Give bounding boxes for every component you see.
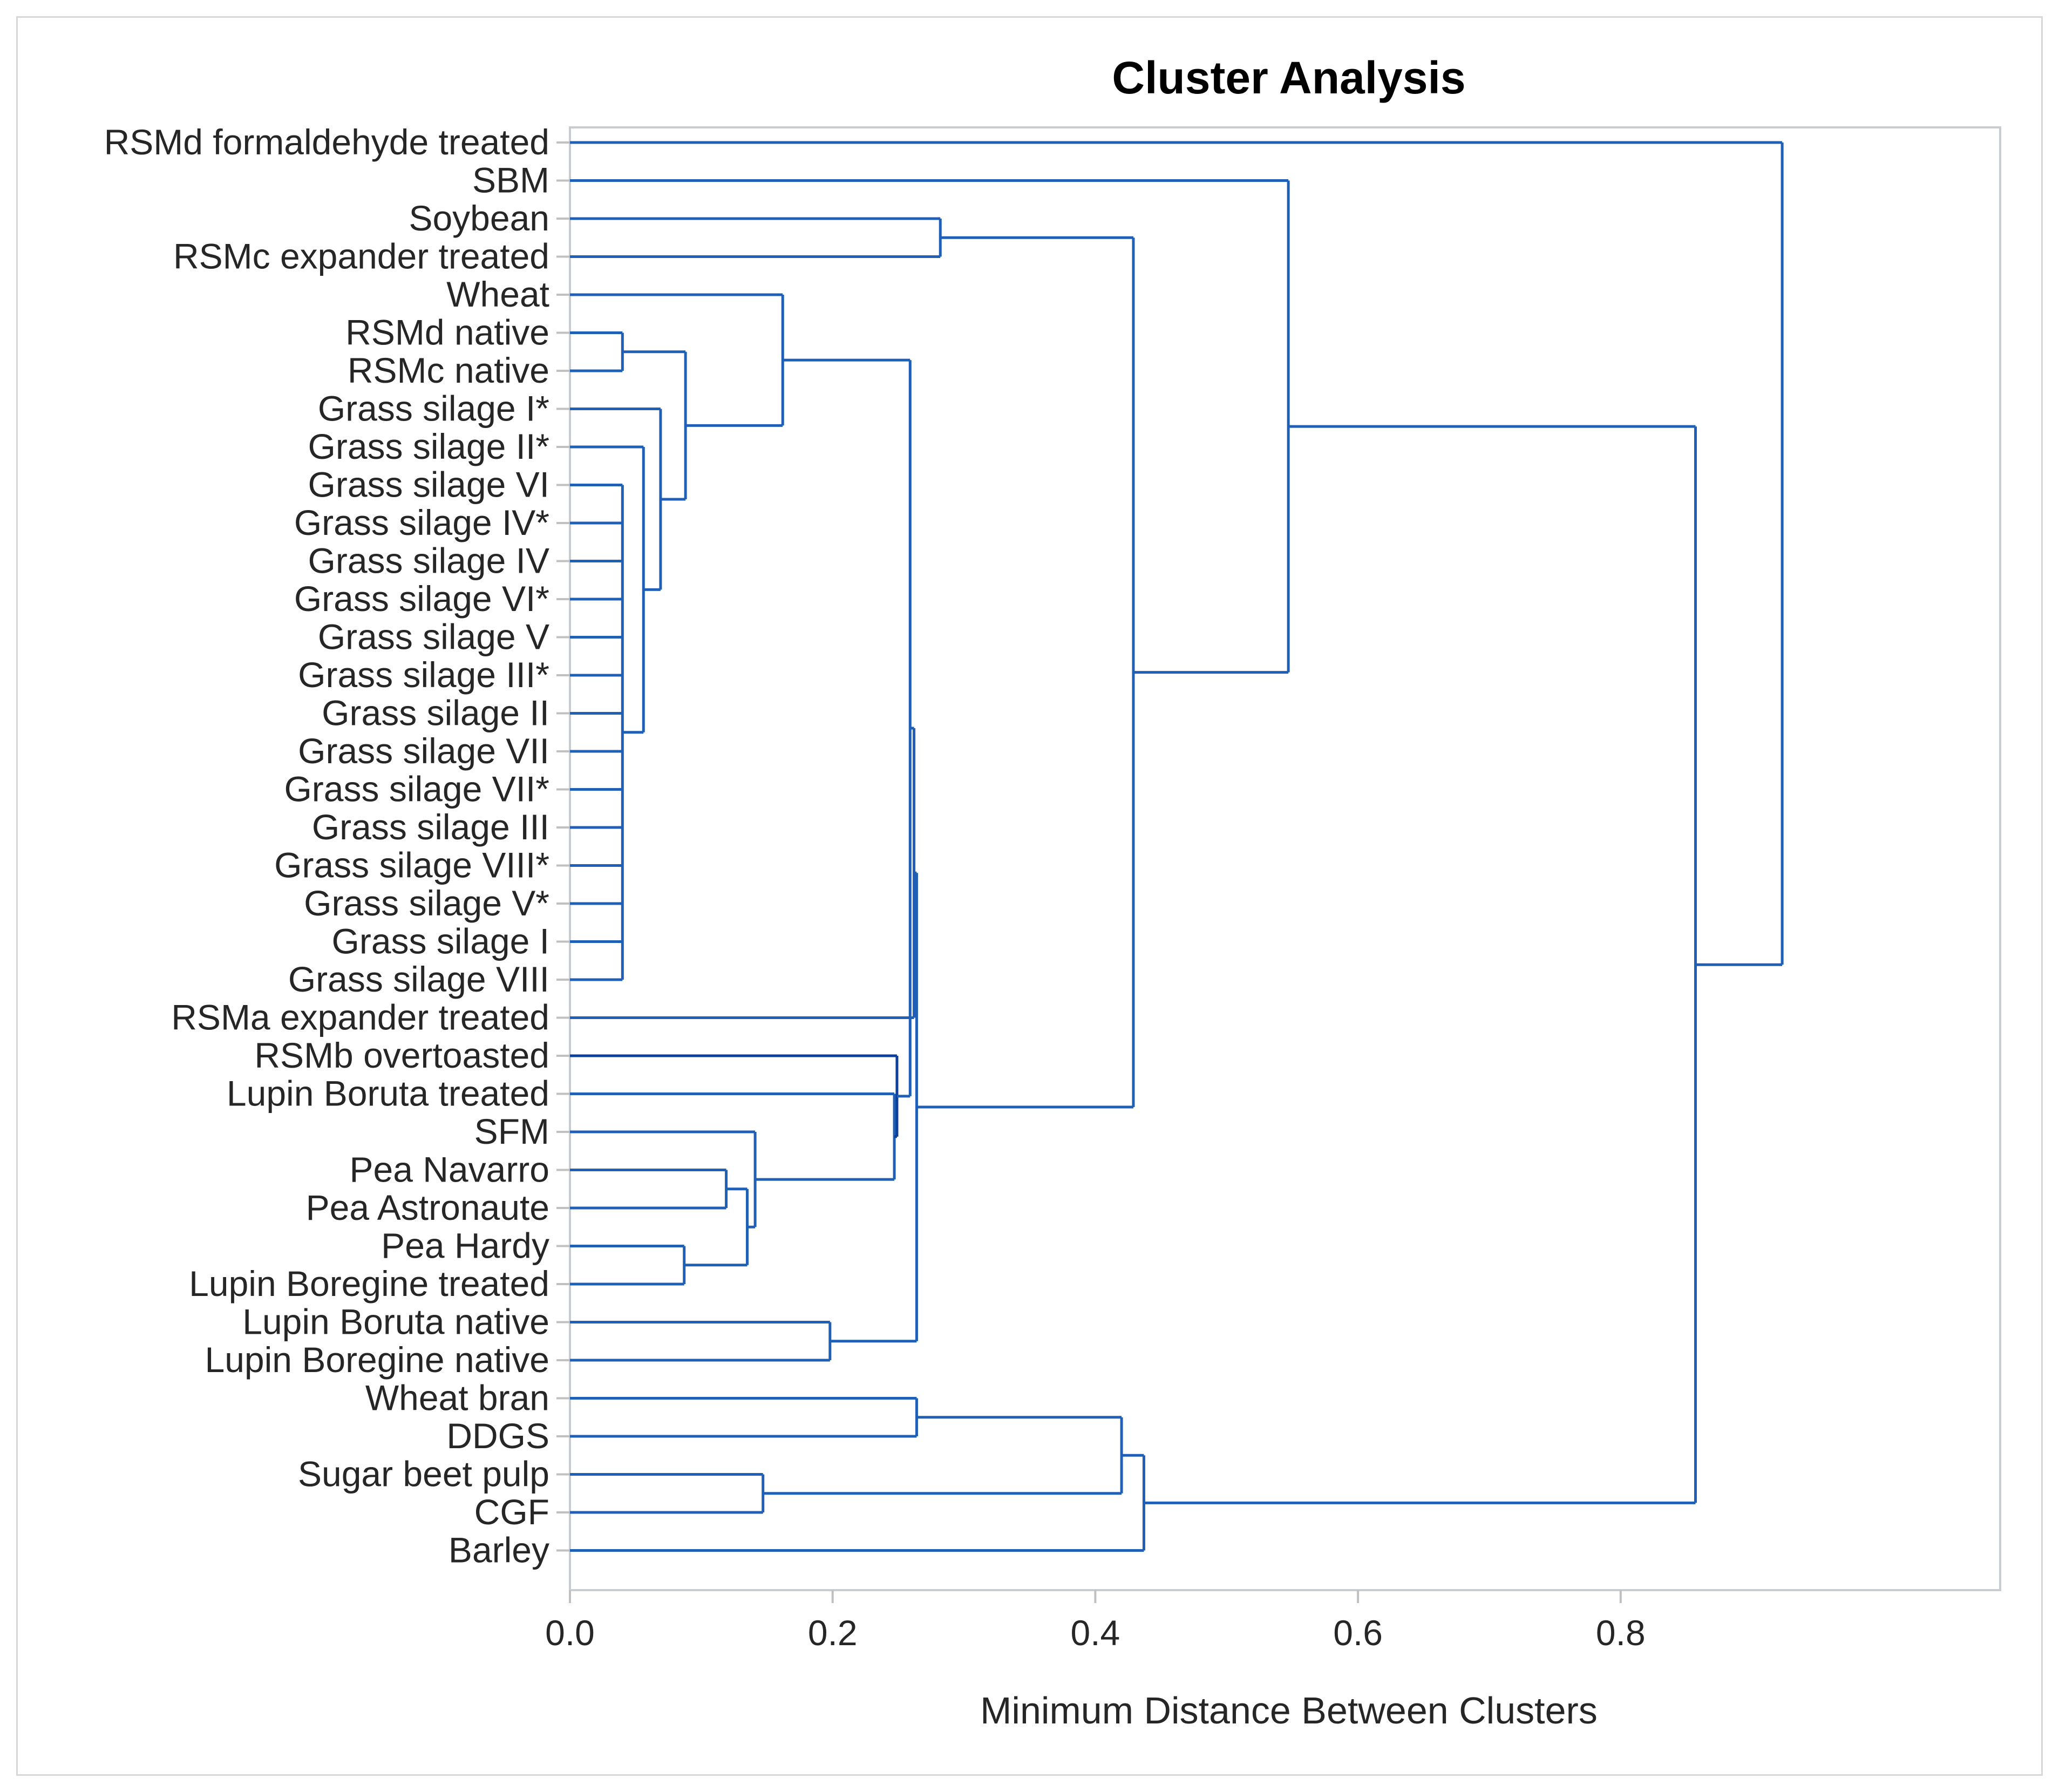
leaf-label: Grass silage II <box>322 693 549 733</box>
leaf-label: Grass silage VII* <box>284 769 549 809</box>
leaf-label: Grass silage III* <box>298 655 549 695</box>
leaf-label: SFM <box>474 1111 549 1151</box>
leaf-label: Grass silage V <box>318 617 549 657</box>
leaf-label: RSMd native <box>345 313 549 352</box>
leaf-label: Grass silage IV* <box>294 503 549 542</box>
leaf-label: Grass silage VIII <box>288 959 549 999</box>
leaf-label: Wheat bran <box>365 1378 549 1418</box>
leaf-label: RSMc expander treated <box>173 236 549 276</box>
x-axis: 0.0 0.2 0.4 0.6 0.8 <box>545 1590 1646 1653</box>
leaf-label: RSMb overtoasted <box>254 1035 549 1075</box>
leaf-label: Lupin Boruta treated <box>227 1074 549 1114</box>
x-tick-label: 0.8 <box>1596 1613 1646 1653</box>
leaf-label: Grass silage VIII* <box>274 845 549 885</box>
chart-title: Cluster Analysis <box>1112 52 1465 103</box>
leaf-label: Soybean <box>409 198 549 238</box>
leaf-label: RSMd formaldehyde treated <box>104 122 549 162</box>
leaf-label: Grass silage IV <box>308 541 550 581</box>
x-axis-title: Minimum Distance Between Clusters <box>980 1689 1598 1732</box>
leaf-labels: RSMd formaldehyde treatedSBMSoybeanRSMc … <box>104 122 570 1570</box>
leaf-label: Grass silage VII <box>298 731 549 771</box>
leaf-label: DDGS <box>446 1416 549 1456</box>
leaf-label: SBM <box>472 160 549 200</box>
dendrogram-chart: Cluster Analysis RSMd formaldehyde treat… <box>104 52 2001 1732</box>
leaf-label: RSMc native <box>348 350 549 390</box>
plot-area <box>569 126 2001 1591</box>
x-tick-label: 0.6 <box>1333 1613 1383 1653</box>
leaf-label: Grass silage VI <box>308 465 550 505</box>
leaf-label: Sugar beet pulp <box>298 1454 549 1494</box>
leaf-label: Lupin Boregine native <box>205 1340 549 1380</box>
leaf-label: Grass silage I <box>332 921 549 961</box>
x-tick-label: 0.0 <box>545 1613 595 1653</box>
leaf-label: Wheat <box>446 274 549 314</box>
leaf-label: Grass silage III <box>312 807 549 847</box>
leaf-label: CGF <box>474 1492 549 1532</box>
dendrogram-links <box>570 141 1784 1552</box>
leaf-label: Grass silage II* <box>308 426 550 466</box>
leaf-label: Pea Astronaute <box>306 1187 549 1227</box>
leaf-label: Lupin Boregine treated <box>189 1264 549 1304</box>
leaf-label: Barley <box>449 1530 549 1570</box>
x-tick-label: 0.2 <box>808 1613 858 1653</box>
leaf-label: RSMa expander treated <box>171 997 549 1037</box>
leaf-label: Grass silage V* <box>304 883 549 923</box>
leaf-label: Pea Hardy <box>381 1226 549 1266</box>
leaf-label: Grass silage I* <box>318 389 549 429</box>
leaf-label: Lupin Boruta native <box>242 1302 549 1342</box>
leaf-label: Grass silage VI* <box>294 579 549 619</box>
leaf-label: Pea Navarro <box>349 1150 549 1190</box>
x-tick-label: 0.4 <box>1071 1613 1120 1653</box>
chart-frame: Cluster Analysis RSMd formaldehyde treat… <box>16 16 2043 1776</box>
